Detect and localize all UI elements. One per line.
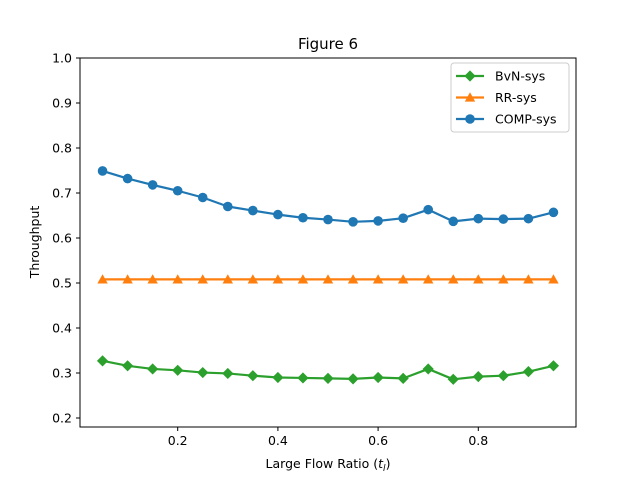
data-point-rr-sys	[498, 274, 509, 284]
data-point-bvn-sys	[322, 372, 334, 384]
y-tick-label: 0.9	[52, 96, 72, 111]
x-axis-title: Large Flow Ratio (tl)	[266, 456, 391, 474]
chart-title: Figure 6	[298, 35, 358, 53]
data-point-rr-sys	[222, 274, 233, 284]
data-point-comp-sys	[97, 166, 108, 176]
data-point-bvn-sys	[247, 370, 259, 382]
data-point-bvn-sys	[422, 363, 434, 375]
legend-item-rr-sys: RR-sys	[456, 90, 537, 105]
data-point-bvn-sys	[547, 360, 560, 372]
data-point-comp-sys	[273, 209, 283, 220]
x-axis-title-variable: t	[378, 456, 384, 471]
data-point-rr-sys	[548, 274, 559, 284]
data-point-rr-sys	[272, 274, 284, 284]
data-point-rr-sys	[322, 274, 334, 284]
series-comp-sys	[97, 166, 559, 227]
y-tick-label: 0.2	[52, 411, 72, 426]
x-tick-label: 0.6	[368, 433, 388, 448]
data-point-rr-sys	[473, 274, 484, 284]
data-point-bvn-sys	[447, 373, 459, 385]
data-point-bvn-sys	[497, 370, 509, 382]
data-point-bvn-sys	[121, 360, 134, 372]
data-point-comp-sys	[398, 213, 408, 223]
data-point-comp-sys	[498, 214, 509, 224]
legend-label: COMP-sys	[495, 112, 557, 127]
data-point-bvn-sys	[197, 366, 209, 379]
x-tick-label: 0.4	[268, 433, 288, 448]
x-axis-title-end: )	[386, 456, 391, 471]
data-point-comp-sys	[373, 216, 383, 226]
data-point-rr-sys	[122, 274, 133, 284]
x-tick-label: 0.2	[168, 433, 188, 448]
data-point-comp-sys	[248, 205, 258, 216]
plot-frame	[79, 57, 577, 428]
data-point-bvn-sys	[172, 364, 184, 376]
legend-box	[450, 62, 570, 133]
legend-marker	[465, 114, 475, 124]
data-point-rr-sys	[197, 274, 208, 284]
y-tick-label: 0.8	[52, 141, 72, 156]
y-tick-label: 0.3	[52, 366, 72, 381]
data-point-bvn-sys	[522, 366, 535, 378]
data-point-bvn-sys	[347, 373, 359, 385]
y-tick-label: 0.4	[52, 321, 72, 336]
data-point-comp-sys	[122, 173, 133, 184]
data-point-rr-sys	[97, 274, 108, 284]
x-axis: 0.2 0.4 0.6 0.8	[168, 427, 488, 448]
y-axis-title: Throughput	[27, 206, 42, 280]
data-point-rr-sys	[523, 274, 534, 284]
data-point-comp-sys	[222, 201, 233, 212]
series-bvn-sys	[96, 355, 560, 385]
data-point-comp-sys	[548, 207, 559, 218]
data-point-bvn-sys	[147, 363, 159, 375]
data-point-rr-sys	[397, 274, 409, 284]
y-tick-label: 1.0	[52, 51, 72, 66]
data-point-rr-sys	[372, 274, 384, 284]
legend-label: RR-sys	[495, 90, 537, 105]
data-point-comp-sys	[147, 180, 158, 190]
legend-marker	[464, 92, 476, 102]
data-point-rr-sys	[448, 274, 459, 284]
data-point-comp-sys	[197, 192, 208, 203]
data-point-rr-sys	[172, 274, 183, 284]
data-point-bvn-sys	[222, 367, 234, 380]
data-point-comp-sys	[473, 213, 484, 224]
y-tick-label: 0.5	[52, 276, 72, 291]
data-point-bvn-sys	[96, 355, 109, 367]
y-tick-label: 0.7	[52, 186, 72, 201]
x-axis-title-text: Large Flow Ratio (	[266, 456, 379, 471]
y-axis: 0.2 0.3 0.4 0.5 0.6 0.7 0.8 0.9 1.0	[52, 51, 80, 426]
data-point-comp-sys	[172, 185, 183, 196]
y-tick-label: 0.6	[52, 231, 72, 246]
data-point-comp-sys	[323, 214, 333, 225]
data-point-bvn-sys	[397, 372, 409, 384]
data-point-bvn-sys	[297, 372, 309, 384]
legend-item-bvn-sys: BvN-sys	[456, 69, 545, 84]
data-point-rr-sys	[247, 274, 259, 284]
legend-label: BvN-sys	[495, 69, 545, 84]
series-layer	[96, 166, 560, 385]
data-point-comp-sys	[423, 204, 434, 215]
data-point-rr-sys	[147, 274, 158, 284]
data-point-bvn-sys	[472, 371, 484, 383]
x-axis-title-subscript: l	[383, 464, 386, 474]
series-rr-sys	[97, 274, 559, 284]
data-point-rr-sys	[347, 274, 359, 284]
data-point-comp-sys	[348, 217, 358, 227]
data-point-rr-sys	[423, 274, 434, 284]
x-tick-label: 0.8	[468, 433, 488, 448]
legend-marker	[464, 70, 476, 82]
legend-item-comp-sys: COMP-sys	[456, 112, 557, 127]
data-point-bvn-sys	[272, 371, 284, 384]
data-point-bvn-sys	[372, 371, 384, 384]
data-point-comp-sys	[523, 213, 534, 224]
data-point-comp-sys	[448, 216, 459, 227]
data-point-comp-sys	[298, 212, 308, 223]
legend: BvN-sys RR-sys COMP-sys	[450, 62, 570, 133]
data-point-rr-sys	[297, 274, 309, 284]
